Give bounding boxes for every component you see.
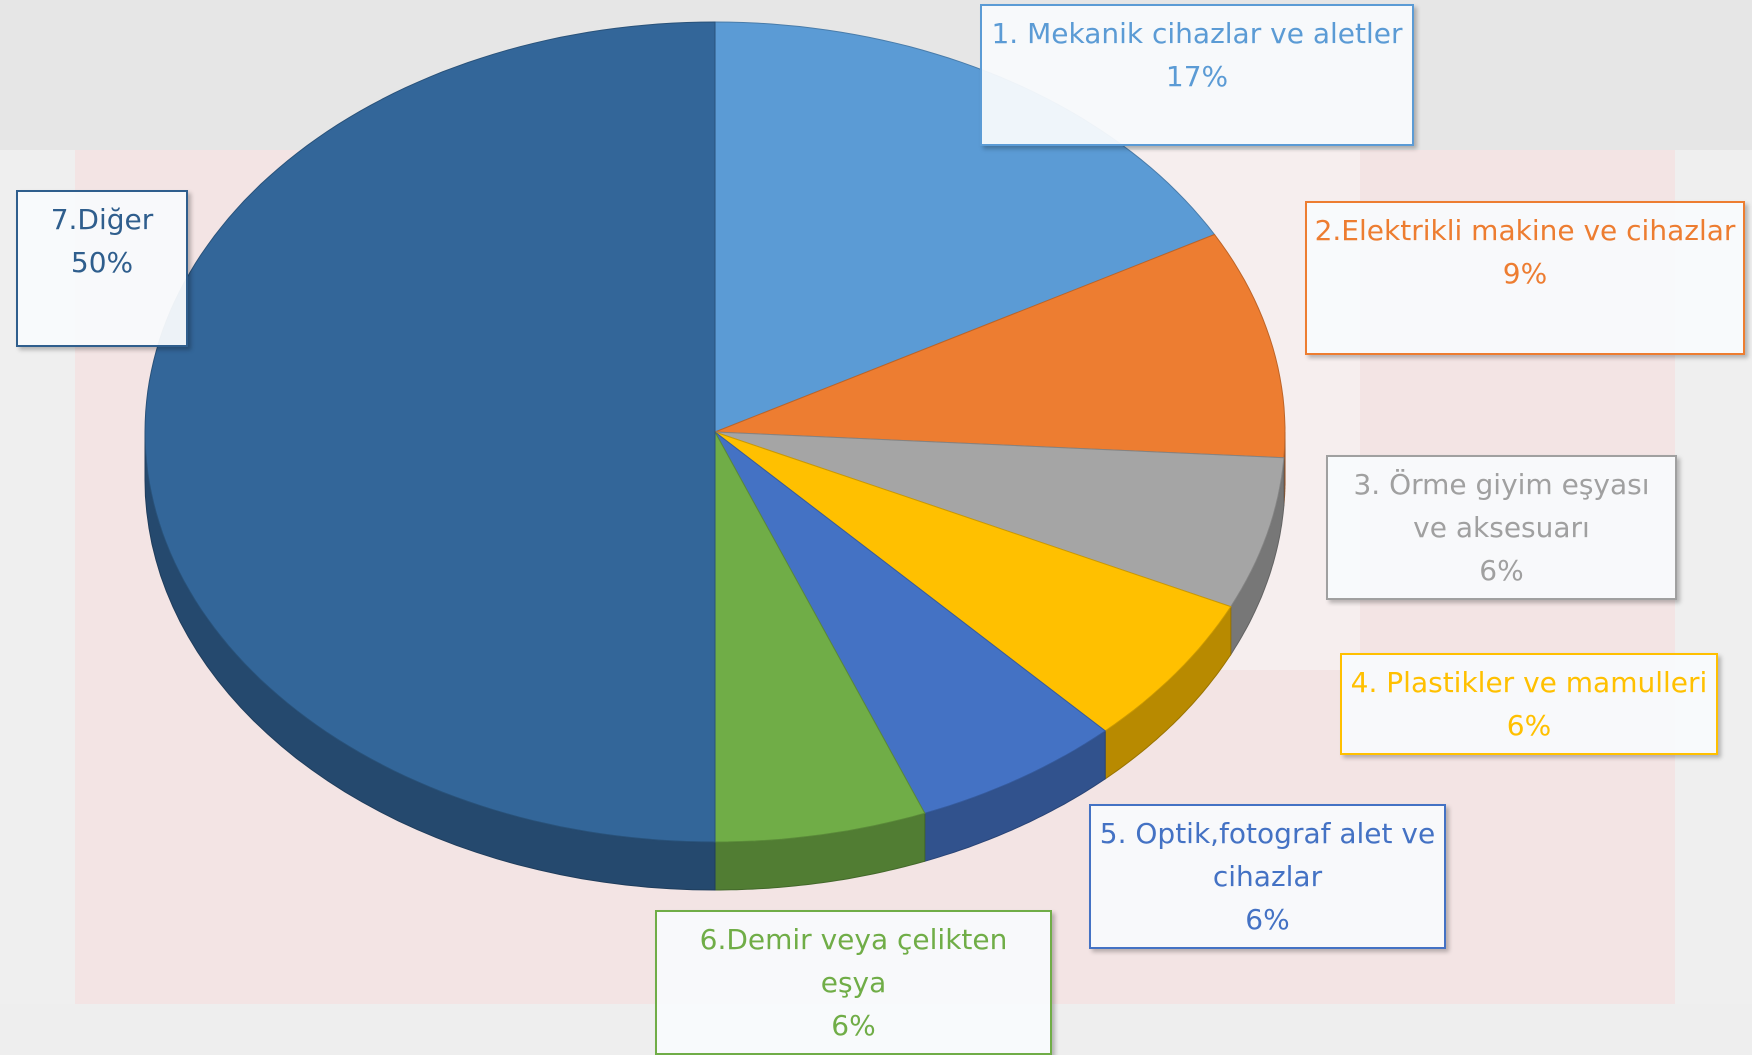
label-name: 7.Diğer [24,198,180,241]
page: {"chart_data": {"type": "pie3d", "catego… [0,0,1752,1004]
label-name: 3. Örme giyim eşyası ve aksesuarı [1334,463,1669,549]
pie [145,22,1285,890]
label-name: 6.Demir veya çelikten eşya [663,918,1044,1004]
label-value: 6% [1348,704,1710,747]
label-name: 2.Elektrikli makine ve cihazlar [1313,209,1737,252]
label-value: 6% [663,1004,1044,1047]
label-value: 50% [24,241,180,284]
label-value: 6% [1334,549,1669,592]
label-value: 17% [988,55,1406,98]
label-value: 6% [1097,898,1438,941]
label-name: 1. Mekanik cihazlar ve aletler [988,12,1406,55]
label-value: 9% [1313,252,1737,295]
label-name: 4. Plastikler ve mamulleri [1348,661,1710,704]
label-name: 5. Optik,fotograf alet ve cihazlar [1097,812,1438,898]
